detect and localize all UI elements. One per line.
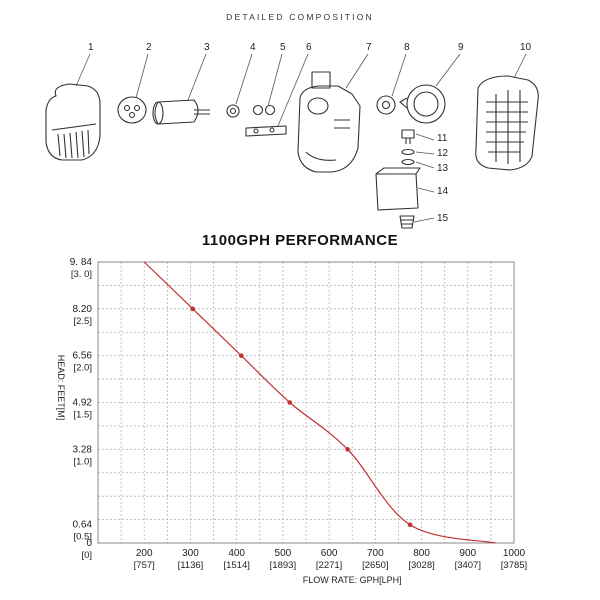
part-6-contact-bar-icon xyxy=(245,125,287,137)
y-tick-label: 3.28 xyxy=(73,444,93,455)
part-3-motor-icon xyxy=(152,99,210,125)
x-tick: 200[757] xyxy=(134,548,155,571)
part-5-seals-icon xyxy=(252,104,276,116)
x-tick-sublabel: [1514] xyxy=(223,560,249,571)
y-tick-sublabel: [0] xyxy=(81,550,92,561)
part-label: 1 xyxy=(88,42,94,53)
series xyxy=(143,261,496,544)
part-11-nozzle-icon xyxy=(401,129,415,144)
y-axis-label: HEAD: FEET[M] xyxy=(56,355,66,421)
part-10-strainer-base-icon xyxy=(475,75,539,171)
part-label: 3 xyxy=(204,42,210,53)
part-label: 5 xyxy=(280,42,286,53)
part-label: 12 xyxy=(437,148,449,159)
x-tick: 800[3028] xyxy=(408,548,434,571)
y-tick-sublabel: [2.0] xyxy=(74,363,93,374)
y-tick-sublabel: [2.5] xyxy=(74,316,93,327)
x-tick-label: 700 xyxy=(367,548,384,559)
y-tick: 0[0] xyxy=(81,538,92,561)
part-13-washer-icon xyxy=(401,158,415,166)
part-label: 4 xyxy=(250,42,256,53)
y-tick-sublabel: [0.5] xyxy=(74,532,93,543)
x-tick-sublabel: [1893] xyxy=(270,560,296,571)
part-4-ring-icon xyxy=(226,104,240,118)
chart-title: 1100GPH PERFORMANCE xyxy=(201,232,399,249)
y-tick-label: 6.56 xyxy=(73,351,93,362)
x-tick: 700[2650] xyxy=(362,548,388,571)
x-tick-sublabel: [3028] xyxy=(408,560,434,571)
part-15-fitting-icon xyxy=(399,215,415,229)
part-12-oring-icon xyxy=(401,148,415,156)
x-tick-label: 900 xyxy=(459,548,476,559)
tick-labels: 200[757]300[1136]400[1514]500[1893]600[2… xyxy=(70,257,527,571)
x-tick: 900[3407] xyxy=(455,548,481,571)
y-tick: 0.64[0.5] xyxy=(73,520,93,543)
x-tick: 400[1514] xyxy=(223,548,249,571)
x-tick-label: 300 xyxy=(182,548,199,559)
part-9-volute-icon xyxy=(399,84,446,124)
y-tick-sublabel: [1.0] xyxy=(74,456,93,467)
y-tick: 6.56[2.0] xyxy=(73,351,93,374)
part-label: 14 xyxy=(437,186,449,197)
y-tick: 9. 84[3. 0] xyxy=(70,257,93,280)
y-tick-label: 0 xyxy=(86,538,92,549)
y-tick-label: 9. 84 xyxy=(70,257,93,268)
part-label: 10 xyxy=(520,42,532,53)
x-tick-sublabel: [3407] xyxy=(455,560,481,571)
x-tick-label: 1000 xyxy=(503,548,526,559)
part-label: 13 xyxy=(437,163,449,174)
x-tick-sublabel: [2650] xyxy=(362,560,388,571)
x-tick: 300[1136] xyxy=(178,548,204,571)
exploded-parts-diagram: 1 2 3 4 5 6 7 8 9 10 11 12 13 14 15 xyxy=(45,42,539,229)
y-tick-sublabel: [1.5] xyxy=(74,410,93,421)
x-tick-label: 800 xyxy=(413,548,430,559)
x-tick: 600[2271] xyxy=(316,548,342,571)
y-tick-label: 0.64 xyxy=(73,520,93,531)
plot-frame xyxy=(97,261,515,544)
part-label: 15 xyxy=(437,213,449,224)
x-tick-label: 200 xyxy=(136,548,153,559)
x-axis-label: FLOW RATE: GPH[LPH] xyxy=(303,575,402,585)
data-point xyxy=(238,353,244,358)
y-tick: 4.92[1.5] xyxy=(73,398,93,421)
x-tick-label: 600 xyxy=(321,548,338,559)
composition-title: DETAILED COMPOSITION xyxy=(226,12,374,22)
part-label: 7 xyxy=(366,42,372,53)
part-label: 2 xyxy=(146,42,152,53)
x-tick-sublabel: [2271] xyxy=(316,560,342,571)
y-tick-sublabel: [3. 0] xyxy=(71,269,92,280)
data-point xyxy=(190,306,196,312)
x-tick-sublabel: [3785] xyxy=(501,560,527,571)
x-tick-sublabel: [757] xyxy=(134,560,155,571)
x-tick-label: 400 xyxy=(228,548,245,559)
part-label: 11 xyxy=(437,133,448,144)
data-point xyxy=(345,447,350,452)
x-tick-label: 500 xyxy=(275,548,292,559)
part-14-switch-box-icon xyxy=(375,167,421,211)
y-tick-label: 4.92 xyxy=(73,398,93,409)
grid xyxy=(98,262,514,543)
x-tick: 1000[3785] xyxy=(501,548,527,571)
performance-chart: 200[757]300[1136]400[1514]500[1893]600[2… xyxy=(56,257,527,585)
part-2-disc-plate-icon xyxy=(117,96,147,124)
data-point xyxy=(287,400,293,405)
part-1-front-cover-icon xyxy=(45,83,101,161)
part-7-housing-icon xyxy=(297,71,361,173)
data-point xyxy=(407,522,413,528)
x-tick: 500[1893] xyxy=(270,548,296,571)
x-tick-sublabel: [1136] xyxy=(178,560,204,571)
part-label: 8 xyxy=(404,42,410,53)
part-8-impeller-icon xyxy=(376,95,396,115)
part-label: 6 xyxy=(306,42,312,53)
y-tick: 8.20[2.5] xyxy=(73,304,93,327)
part-label: 9 xyxy=(458,42,464,53)
y-tick-label: 8.20 xyxy=(73,304,93,315)
y-tick: 3.28[1.0] xyxy=(73,444,93,467)
